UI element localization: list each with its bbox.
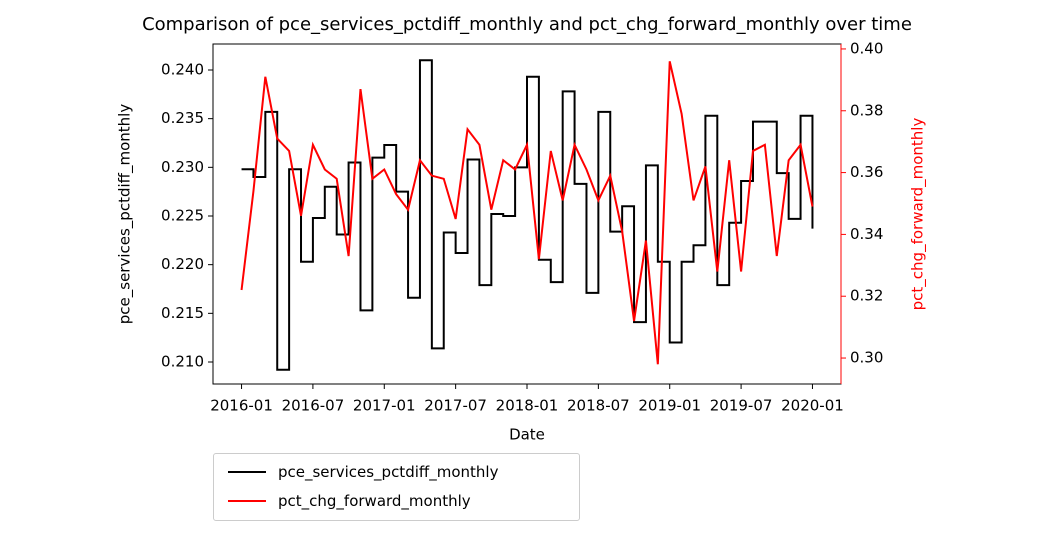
y2-tick-label: 0.32 xyxy=(850,287,883,305)
y-tick-label: 0.225 xyxy=(161,206,204,224)
x-tick-label: 2019-07 xyxy=(710,397,773,415)
y-tick-label: 0.210 xyxy=(161,353,204,371)
x-tick-label: 2016-01 xyxy=(210,397,273,415)
legend-label: pce_services_pctdiff_monthly xyxy=(278,463,499,481)
series-line xyxy=(240,61,814,365)
y2-tick-label: 0.40 xyxy=(850,39,883,57)
y-axis-label: pce_services_pctdiff_monthly xyxy=(116,104,135,325)
y2-tick-label: 0.34 xyxy=(850,225,883,243)
y2-tick-label: 0.30 xyxy=(850,349,883,367)
x-tick-label: 2020-01 xyxy=(781,397,844,415)
y2-tick-label: 0.38 xyxy=(850,101,883,119)
x-tick-label: 2019-01 xyxy=(638,397,701,415)
x-tick-label: 2016-07 xyxy=(282,397,345,415)
y-tick-label: 0.215 xyxy=(161,304,204,322)
x-tick-label: 2017-01 xyxy=(353,397,416,415)
x-axis-label: Date xyxy=(509,426,545,444)
y-tick-label: 0.230 xyxy=(161,158,204,176)
y-tick-label: 0.220 xyxy=(161,255,204,273)
legend: pce_services_pctdiff_monthly pct_chg_forw… xyxy=(213,453,580,521)
y-tick-label: 0.235 xyxy=(161,109,204,127)
legend-item: pce_services_pctdiff_monthly xyxy=(228,461,498,483)
series-line xyxy=(241,59,814,371)
y2-axis-label: pct_chg_forward_monthly xyxy=(909,118,928,311)
x-tick-label: 2018-07 xyxy=(567,397,630,415)
x-tick-label: 2017-07 xyxy=(424,397,487,415)
legend-item: pct_chg_forward_monthly xyxy=(228,490,471,512)
legend-swatch xyxy=(228,471,266,473)
legend-swatch xyxy=(228,500,266,502)
chart-title: Comparison of pce_services_pctdiff_month… xyxy=(142,14,912,35)
legend-label: pct_chg_forward_monthly xyxy=(278,492,471,510)
x-tick-label: 2018-01 xyxy=(496,397,559,415)
y2-tick-label: 0.36 xyxy=(850,163,883,181)
y-tick-label: 0.240 xyxy=(161,60,204,78)
